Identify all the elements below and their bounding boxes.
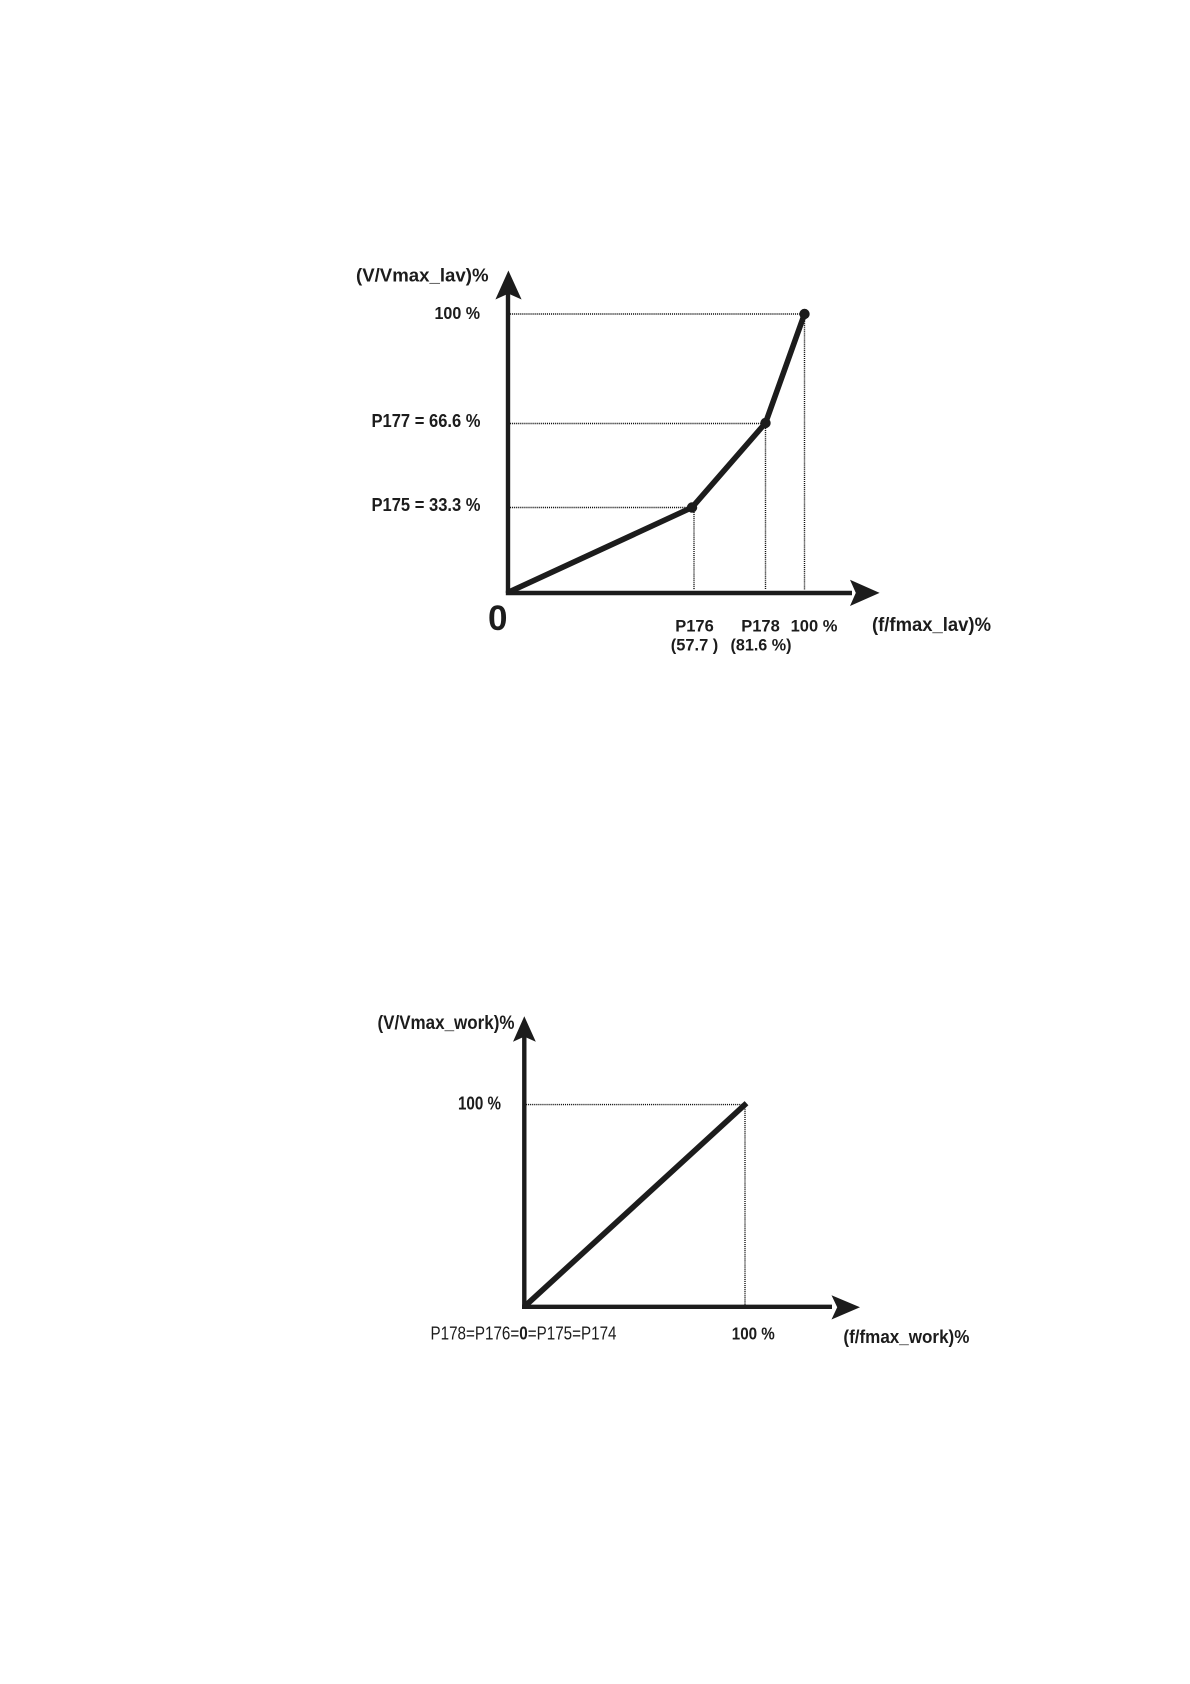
svg-text:P177 = 66.6 %: P177 = 66.6 % — [372, 411, 481, 431]
svg-text:0: 0 — [488, 599, 507, 638]
svg-text:(V/Vmax_work)%: (V/Vmax_work)% — [378, 1013, 515, 1034]
svg-text:(f/fmax_lav)%: (f/fmax_lav)% — [872, 615, 991, 636]
svg-text:100 %: 100 % — [732, 1323, 775, 1343]
svg-text:P175 = 33.3 %: P175 = 33.3 % — [372, 495, 481, 515]
svg-text:100 %: 100 % — [435, 303, 481, 323]
svg-text:P178=P176=0=P175=P174: P178=P176=0=P175=P174 — [431, 1323, 617, 1343]
svg-text:(57.7 ): (57.7 ) — [671, 637, 719, 655]
svg-text:100 %: 100 % — [791, 618, 838, 636]
svg-text:100 %: 100 % — [458, 1094, 501, 1114]
svg-text:P178: P178 — [741, 618, 780, 636]
svg-text:(81.6 %): (81.6 %) — [731, 637, 792, 655]
svg-text:(f/fmax_work)%: (f/fmax_work)% — [843, 1326, 969, 1347]
svg-text:(V/Vmax_lav)%: (V/Vmax_lav)% — [356, 264, 489, 285]
svg-text:P176: P176 — [675, 618, 714, 636]
